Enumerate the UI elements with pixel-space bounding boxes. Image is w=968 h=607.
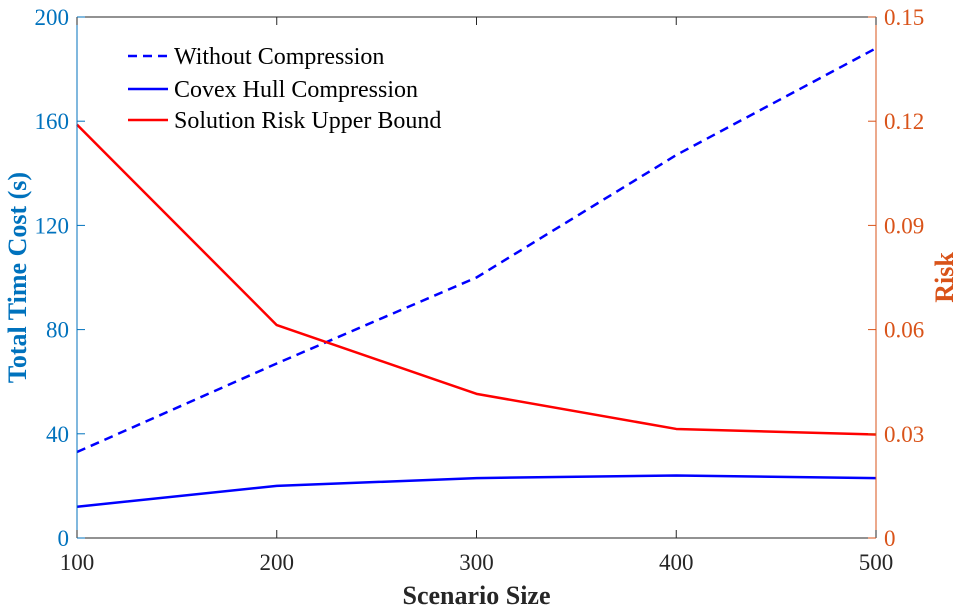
ticks-layer: 100 200 300 400 5000408012016020000.030.060.…: [35, 5, 925, 575]
y-right-tick-label: 0.15: [884, 5, 924, 30]
y-left-tick-label: 120: [35, 213, 70, 238]
series-line-solution-risk: [76, 123, 877, 436]
y-axis-left-label: Total Time Cost (s): [3, 172, 32, 383]
y-right-tick-label: 0.12: [884, 109, 924, 134]
legend-label-without-compression: Without Compression: [174, 44, 384, 70]
y-left-tick-label: 0: [58, 526, 70, 551]
y-right-tick-label: 0.06: [884, 318, 924, 343]
legend-label-solution-risk: Solution Risk Upper Bound: [174, 108, 441, 134]
y-left-tick-label: 200: [35, 5, 70, 30]
x-tick-label: 300: [459, 550, 494, 575]
y-right-tick-label: 0.03: [884, 422, 924, 447]
y-right-tick-label: 0.09: [884, 213, 924, 238]
legend-label-convex-hull-compression: Covex Hull Compression: [174, 77, 418, 103]
y-right-tick-label: 0: [884, 526, 896, 551]
series-line-without-compression: [76, 47, 877, 454]
x-tick-label: 200: [260, 550, 295, 575]
y-axis-right-label: Risk: [930, 252, 959, 303]
y-left-tick-label: 160: [35, 109, 70, 134]
series-line-convex-hull-compression: [76, 474, 877, 508]
legend: Without Compression Covex Hull Compressi…: [128, 44, 441, 134]
y-left-tick-label: 40: [46, 422, 69, 447]
x-tick-label: 100: [60, 550, 95, 575]
x-tick-label: 400: [659, 550, 694, 575]
series-layer: [76, 47, 877, 508]
x-axis-label: Scenario Size: [402, 581, 550, 607]
x-tick-label: 500: [859, 550, 894, 575]
y-left-tick-label: 80: [46, 318, 69, 343]
